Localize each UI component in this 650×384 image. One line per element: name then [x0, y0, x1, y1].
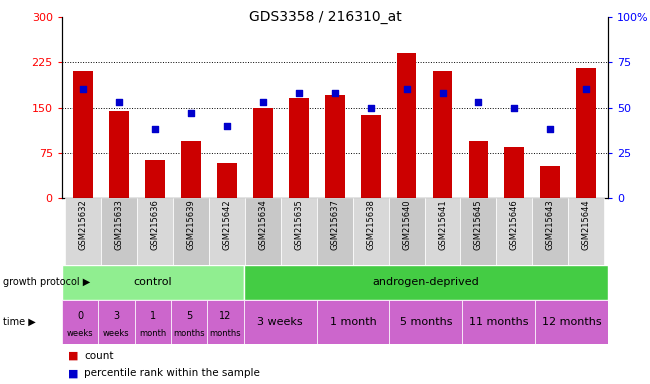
- Text: months: months: [210, 329, 241, 338]
- Bar: [433, 71, 452, 198]
- Point: [473, 99, 484, 105]
- Bar: [424, 198, 460, 265]
- Bar: [217, 163, 237, 198]
- Bar: [66, 198, 101, 265]
- Point: [78, 86, 88, 93]
- Bar: [207, 300, 244, 344]
- Bar: [62, 265, 244, 300]
- Text: 0: 0: [77, 311, 83, 321]
- Text: weeks: weeks: [67, 329, 93, 338]
- Text: GSM215642: GSM215642: [222, 199, 231, 250]
- Bar: [109, 111, 129, 198]
- Bar: [317, 300, 389, 344]
- Text: ■: ■: [68, 368, 79, 378]
- Bar: [244, 300, 317, 344]
- Text: GSM215634: GSM215634: [259, 199, 267, 250]
- Bar: [497, 198, 532, 265]
- Bar: [135, 300, 171, 344]
- Bar: [62, 300, 98, 344]
- Point: [545, 126, 556, 132]
- Point: [402, 86, 412, 93]
- Bar: [209, 198, 245, 265]
- Text: growth protocol ▶: growth protocol ▶: [3, 277, 90, 287]
- Text: 3: 3: [113, 311, 120, 321]
- Bar: [73, 71, 93, 198]
- Text: GSM215645: GSM215645: [474, 199, 483, 250]
- Bar: [173, 198, 209, 265]
- Text: GDS3358 / 216310_at: GDS3358 / 216310_at: [248, 10, 402, 23]
- Point: [365, 104, 376, 111]
- Point: [509, 104, 519, 111]
- Bar: [289, 99, 309, 198]
- Point: [581, 86, 592, 93]
- Text: GSM215632: GSM215632: [79, 199, 88, 250]
- Text: 11 months: 11 months: [469, 316, 528, 327]
- Text: GSM215641: GSM215641: [438, 199, 447, 250]
- Text: weeks: weeks: [103, 329, 129, 338]
- Point: [222, 122, 232, 129]
- Text: GSM215639: GSM215639: [187, 199, 196, 250]
- Point: [330, 90, 340, 96]
- Text: GSM215640: GSM215640: [402, 199, 411, 250]
- Bar: [281, 198, 317, 265]
- Bar: [389, 300, 462, 344]
- Bar: [460, 198, 497, 265]
- Point: [437, 90, 448, 96]
- Text: 5: 5: [186, 311, 192, 321]
- Bar: [137, 198, 173, 265]
- Bar: [325, 96, 344, 198]
- Text: 3 weeks: 3 weeks: [257, 316, 303, 327]
- Point: [257, 99, 268, 105]
- Bar: [98, 300, 135, 344]
- Text: 12 months: 12 months: [541, 316, 601, 327]
- Bar: [396, 53, 417, 198]
- Text: GSM215638: GSM215638: [366, 199, 375, 250]
- Text: months: months: [174, 329, 205, 338]
- Bar: [244, 265, 608, 300]
- Text: ■: ■: [68, 351, 79, 361]
- Bar: [504, 147, 525, 198]
- Text: count: count: [84, 351, 114, 361]
- Bar: [171, 300, 207, 344]
- Bar: [469, 141, 488, 198]
- Text: 1: 1: [150, 311, 156, 321]
- Bar: [535, 300, 608, 344]
- Bar: [253, 108, 273, 198]
- Bar: [353, 198, 389, 265]
- Bar: [181, 141, 201, 198]
- Point: [150, 126, 161, 132]
- Text: GSM215646: GSM215646: [510, 199, 519, 250]
- Point: [114, 99, 124, 105]
- Bar: [540, 167, 560, 198]
- Bar: [101, 198, 137, 265]
- Point: [294, 90, 304, 96]
- Point: [186, 110, 196, 116]
- Bar: [577, 68, 596, 198]
- Text: 5 months: 5 months: [400, 316, 452, 327]
- Bar: [532, 198, 568, 265]
- Text: 12: 12: [219, 311, 232, 321]
- Text: control: control: [133, 277, 172, 287]
- Text: GSM215636: GSM215636: [151, 199, 160, 250]
- Bar: [245, 198, 281, 265]
- Text: androgen-deprived: androgen-deprived: [372, 277, 479, 287]
- Text: GSM215637: GSM215637: [330, 199, 339, 250]
- Text: month: month: [139, 329, 166, 338]
- Bar: [145, 161, 165, 198]
- Bar: [568, 198, 604, 265]
- Text: percentile rank within the sample: percentile rank within the sample: [84, 368, 261, 378]
- Text: GSM215644: GSM215644: [582, 199, 591, 250]
- Text: time ▶: time ▶: [3, 316, 36, 327]
- Text: 1 month: 1 month: [330, 316, 376, 327]
- Bar: [462, 300, 535, 344]
- Bar: [317, 198, 353, 265]
- Text: GSM215643: GSM215643: [546, 199, 555, 250]
- Text: GSM215633: GSM215633: [114, 199, 124, 250]
- Text: GSM215635: GSM215635: [294, 199, 304, 250]
- Bar: [361, 115, 380, 198]
- Bar: [389, 198, 424, 265]
